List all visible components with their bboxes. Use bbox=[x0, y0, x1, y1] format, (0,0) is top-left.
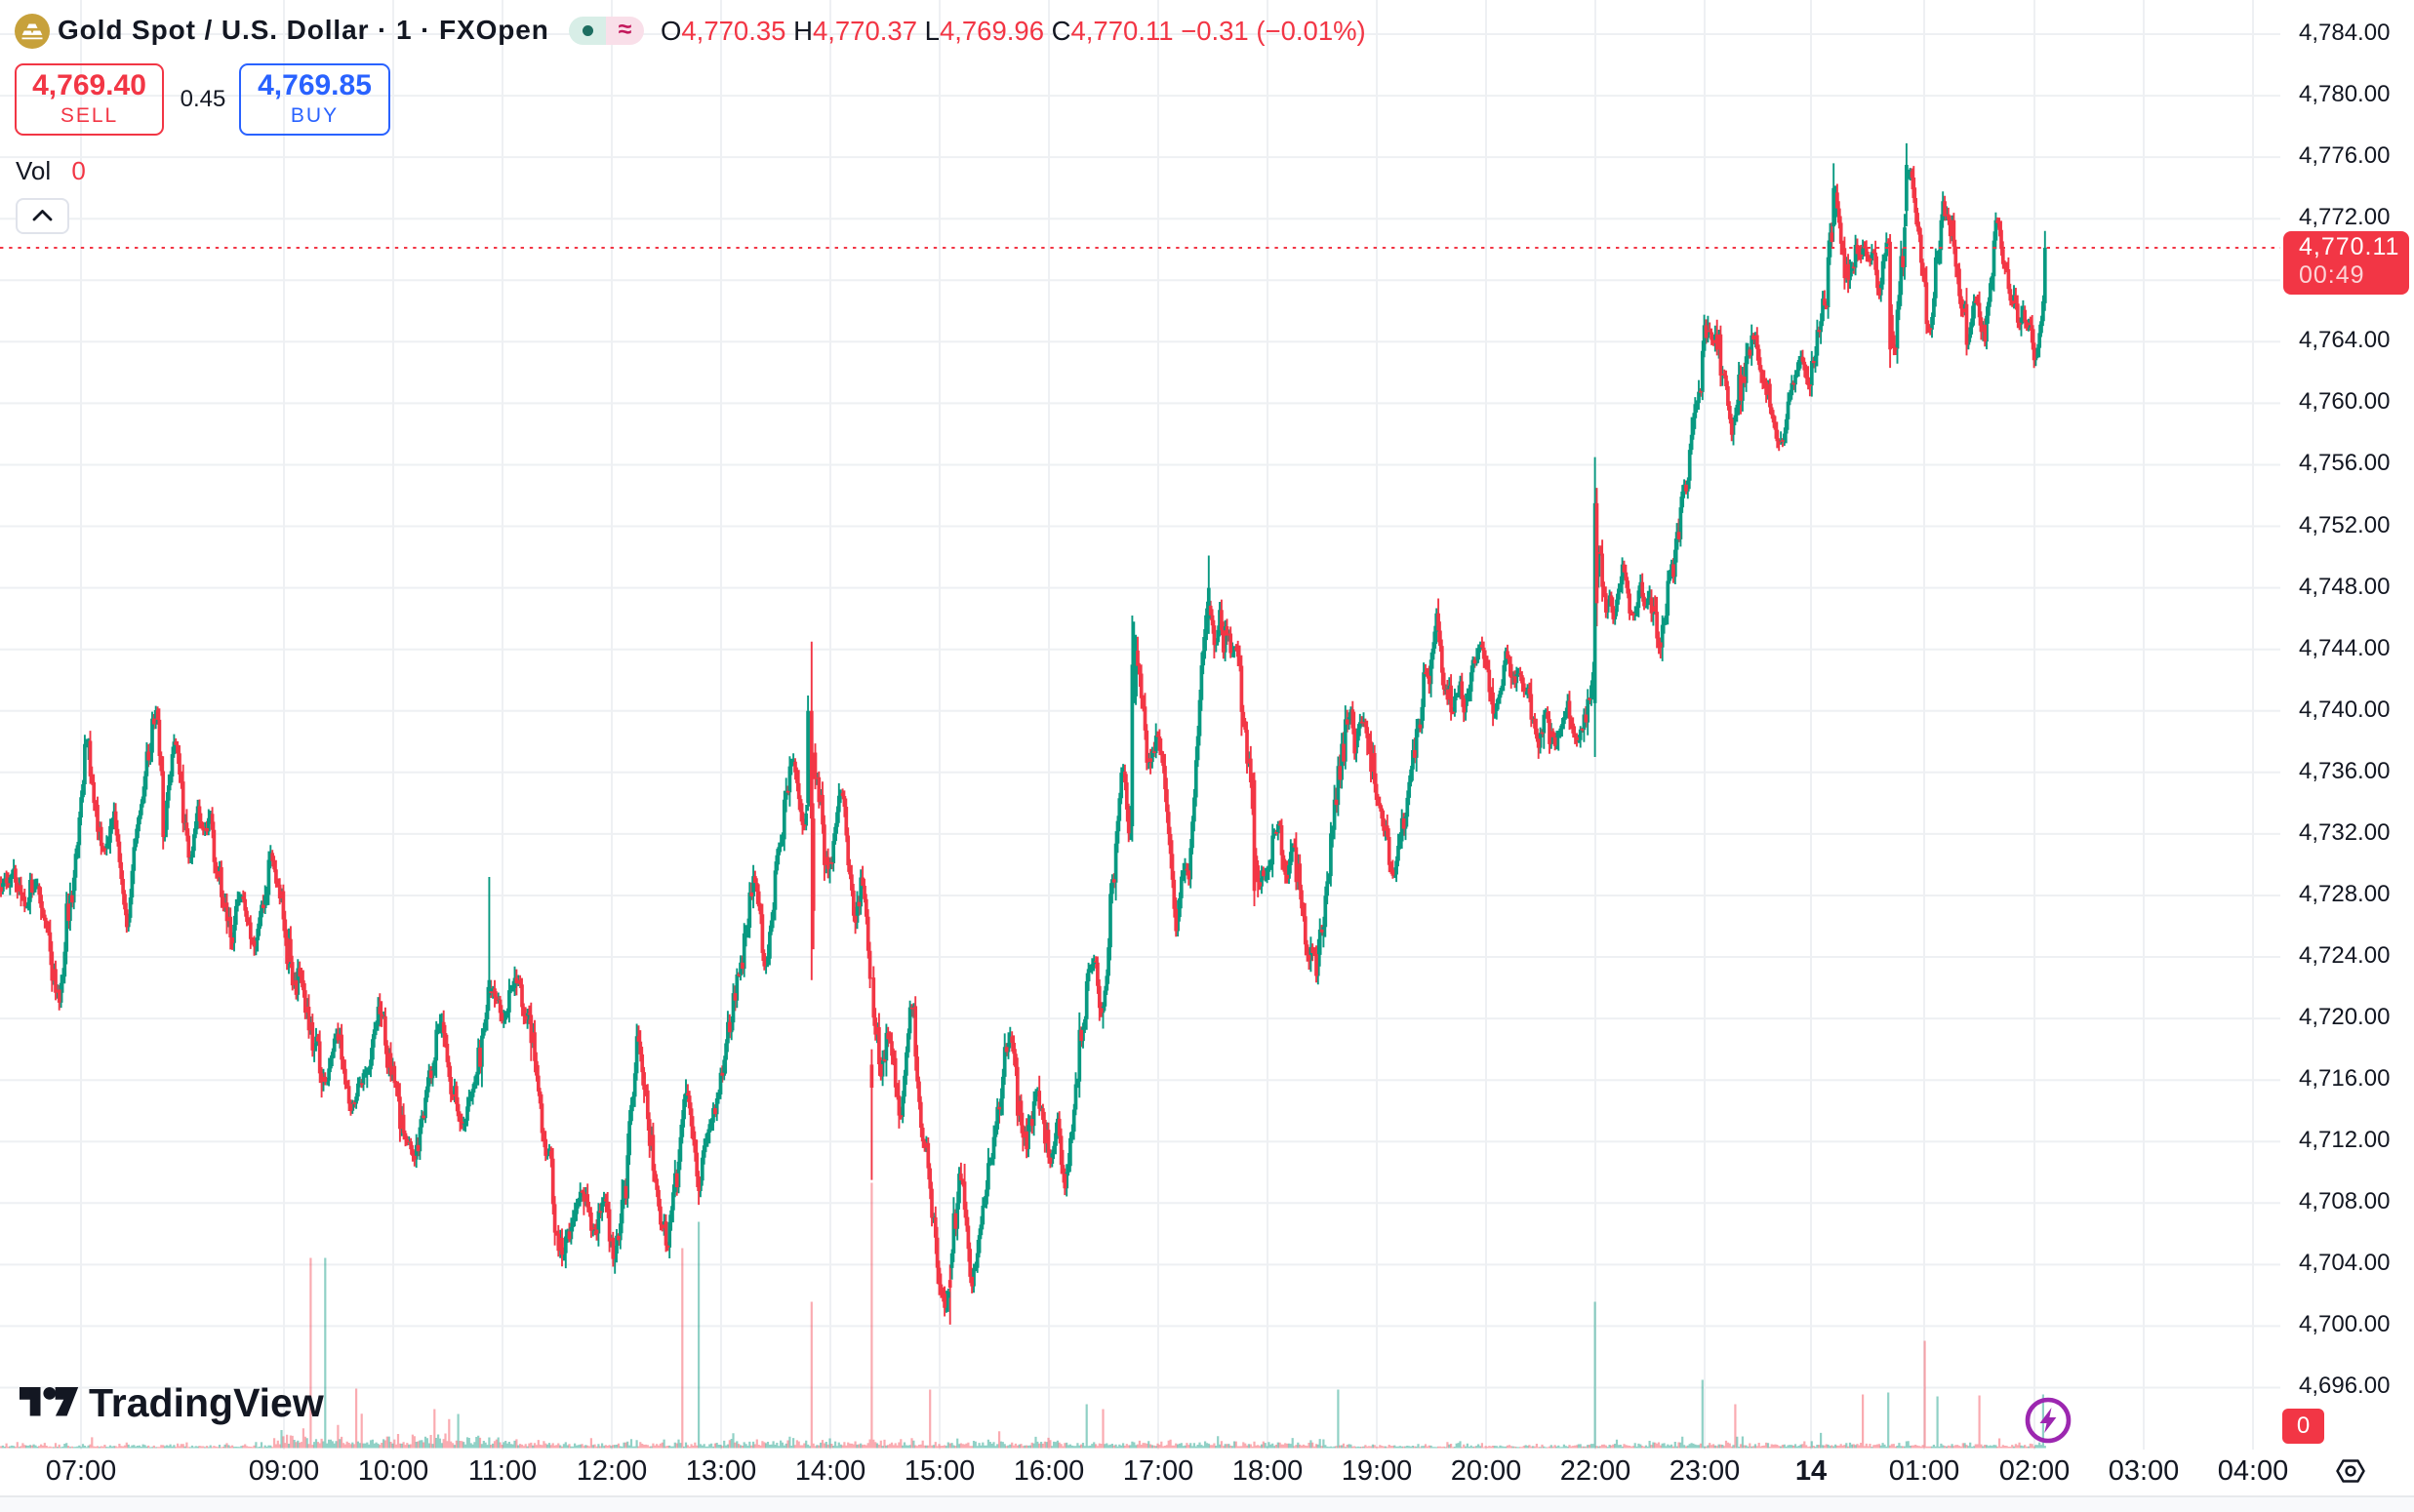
svg-text:TradingView: TradingView bbox=[89, 1382, 324, 1425]
